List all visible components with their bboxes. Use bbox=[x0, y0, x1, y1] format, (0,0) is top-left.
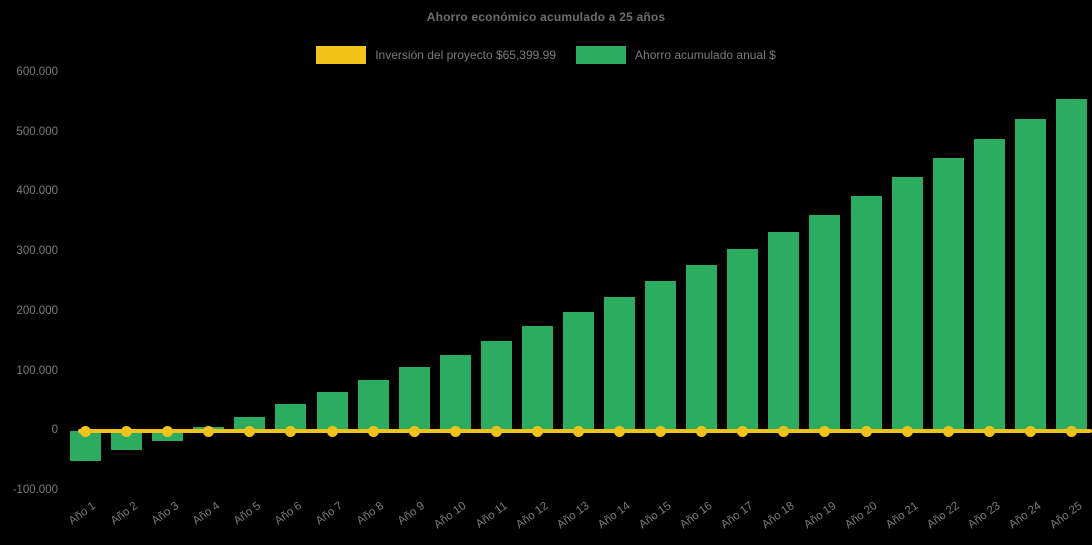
bar-año-2[interactable] bbox=[111, 431, 143, 450]
investment-line-point-23[interactable] bbox=[983, 425, 995, 437]
bar-año-25[interactable] bbox=[1055, 98, 1087, 432]
x-axis-label-año-15: Año 15 bbox=[637, 500, 674, 532]
bar-año-18[interactable] bbox=[768, 231, 800, 432]
y-axis-tick-label: 600.000 bbox=[16, 66, 58, 78]
chart-title: Ahorro económico acumulado a 25 años bbox=[426, 10, 666, 24]
bar-año-5[interactable] bbox=[234, 416, 266, 432]
x-axis-label-año-11: Año 11 bbox=[473, 500, 510, 531]
investment-line-point-9[interactable] bbox=[408, 425, 420, 437]
bar-año-14[interactable] bbox=[604, 296, 636, 432]
bar-año-11[interactable] bbox=[480, 340, 512, 432]
x-axis-label-año-3: Año 3 bbox=[149, 500, 181, 528]
investment-line-point-16[interactable] bbox=[696, 425, 708, 437]
bar-año-9[interactable] bbox=[398, 367, 430, 432]
bar-año-19[interactable] bbox=[809, 214, 841, 432]
legend-swatch-investment bbox=[316, 46, 367, 64]
investment-line-point-7[interactable] bbox=[326, 425, 338, 437]
x-axis-label-año-12: Año 12 bbox=[513, 500, 551, 532]
investment-line-point-22[interactable] bbox=[942, 425, 954, 437]
x-axis-label-año-18: Año 18 bbox=[760, 500, 797, 532]
x-axis-label-año-16: Año 16 bbox=[678, 500, 715, 532]
y-axis-tick-label: 0 bbox=[51, 424, 58, 437]
investment-line-point-6[interactable] bbox=[285, 425, 297, 437]
bar-año-22[interactable] bbox=[932, 158, 964, 432]
legend-label-savings: Ahorro acumulado anual $ bbox=[635, 48, 776, 62]
x-axis-label-año-6: Año 6 bbox=[272, 500, 305, 528]
x-axis-label-año-22: Año 22 bbox=[924, 500, 962, 532]
legend: Inversión del proyecto $65,399.99 Ahorro… bbox=[0, 46, 1092, 64]
y-axis-tick-label: 300.000 bbox=[16, 245, 58, 258]
legend-swatch-savings bbox=[576, 46, 627, 64]
y-axis-tick-label: 400.000 bbox=[16, 185, 58, 198]
x-axis-label-año-24: Año 24 bbox=[1006, 500, 1044, 532]
investment-line-point-18[interactable] bbox=[778, 425, 790, 437]
y-axis-tick-label: 100.000 bbox=[16, 364, 58, 377]
investment-line-point-11[interactable] bbox=[490, 425, 502, 437]
bar-año-13[interactable] bbox=[563, 311, 594, 432]
y-axis-tick-label: 200.000 bbox=[16, 304, 58, 317]
bar-año-15[interactable] bbox=[645, 281, 677, 432]
x-axis-label-año-1: Año 1 bbox=[67, 500, 99, 528]
y-axis-tick-label: 500.000 bbox=[16, 125, 58, 138]
x-axis-label-año-9: Año 9 bbox=[395, 500, 428, 528]
investment-line-point-8[interactable] bbox=[367, 425, 379, 437]
y-axis-tick-label: -100.000 bbox=[12, 484, 58, 496]
bar-año-16[interactable] bbox=[686, 265, 718, 432]
bar-año-17[interactable] bbox=[727, 248, 759, 432]
bar-año-8[interactable] bbox=[357, 379, 389, 432]
investment-line-point-15[interactable] bbox=[655, 425, 667, 437]
investment-line-point-4[interactable] bbox=[203, 425, 215, 437]
investment-line-point-2[interactable] bbox=[121, 425, 133, 437]
investment-line-point-1[interactable] bbox=[80, 425, 92, 437]
x-axis-label-año-8: Año 8 bbox=[354, 500, 387, 528]
legend-label-investment: Inversión del proyecto $65,399.99 bbox=[375, 48, 557, 62]
bar-año-21[interactable] bbox=[891, 176, 923, 432]
x-axis-label-año-20: Año 20 bbox=[842, 500, 880, 532]
investment-line-point-20[interactable] bbox=[860, 425, 872, 437]
x-axis-label-año-10: Año 10 bbox=[431, 500, 469, 532]
bar-año-23[interactable] bbox=[973, 139, 1005, 432]
x-axis-label-año-14: Año 14 bbox=[596, 500, 633, 532]
investment-line-point-3[interactable] bbox=[162, 425, 174, 437]
x-axis-label-año-21: Año 21 bbox=[883, 500, 921, 532]
investment-line-point-14[interactable] bbox=[614, 425, 626, 437]
investment-line-point-21[interactable] bbox=[901, 425, 913, 437]
x-axis-label-año-4: Año 4 bbox=[190, 500, 222, 528]
bar-año-7[interactable] bbox=[316, 392, 348, 432]
x-axis-label-año-17: Año 17 bbox=[719, 500, 756, 532]
bar-año-10[interactable] bbox=[439, 354, 471, 432]
x-axis-label-año-13: Año 13 bbox=[555, 500, 592, 532]
investment-line-point-12[interactable] bbox=[531, 425, 543, 437]
investment-line-point-17[interactable] bbox=[737, 425, 749, 437]
x-axis-label-año-25: Año 25 bbox=[1047, 500, 1085, 532]
bar-año-12[interactable] bbox=[521, 326, 553, 432]
legend-item-investment[interactable]: Inversión del proyecto $65,399.99 bbox=[316, 46, 556, 64]
investment-line-point-13[interactable] bbox=[573, 425, 584, 437]
x-axis-label-año-19: Año 19 bbox=[801, 500, 839, 532]
bar-año-24[interactable] bbox=[1014, 118, 1046, 432]
x-axis-label-año-2: Año 2 bbox=[108, 500, 140, 528]
bar-año-20[interactable] bbox=[850, 196, 882, 432]
legend-item-savings[interactable]: Ahorro acumulado anual $ bbox=[576, 46, 776, 64]
investment-line[interactable] bbox=[77, 429, 1092, 434]
investment-line-point-10[interactable] bbox=[449, 425, 461, 437]
investment-line-point-24[interactable] bbox=[1024, 425, 1036, 437]
x-axis-label-año-23: Año 23 bbox=[965, 500, 1003, 532]
investment-line-point-19[interactable] bbox=[819, 425, 831, 437]
investment-line-point-5[interactable] bbox=[244, 425, 256, 437]
x-axis-label-año-7: Año 7 bbox=[313, 500, 346, 528]
x-axis-label-año-5: Año 5 bbox=[231, 500, 263, 528]
investment-line-point-25[interactable] bbox=[1065, 425, 1077, 437]
plot-area: Año 1 Año 2 Año 3 Año 4 Año 5 Año 6 Año 7 Año 8… bbox=[65, 73, 1092, 531]
